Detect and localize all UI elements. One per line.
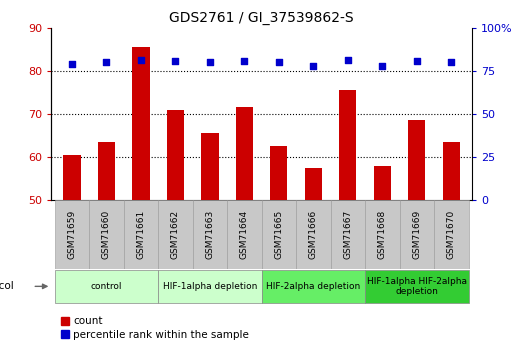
Point	[137, 58, 145, 63]
Text: GSM71662: GSM71662	[171, 210, 180, 259]
Text: GSM71666: GSM71666	[309, 210, 318, 259]
Bar	[270, 146, 287, 200]
Bar	[330, 200, 365, 269]
Bar	[201, 133, 219, 200]
Bar	[167, 109, 184, 200]
Bar	[158, 270, 262, 303]
Text: GSM71668: GSM71668	[378, 210, 387, 259]
Text: HIF-1alpha depletion: HIF-1alpha depletion	[163, 282, 257, 291]
Bar	[373, 166, 391, 200]
Point	[309, 63, 318, 68]
Bar	[365, 270, 468, 303]
Bar	[365, 200, 400, 269]
Text: GSM71663: GSM71663	[205, 210, 214, 259]
Point	[275, 59, 283, 65]
Bar	[132, 47, 150, 200]
Text: GSM71669: GSM71669	[412, 210, 421, 259]
Text: GSM71659: GSM71659	[68, 210, 76, 259]
Text: HIF-2alpha depletion: HIF-2alpha depletion	[266, 282, 361, 291]
Bar	[434, 200, 468, 269]
Text: GSM71661: GSM71661	[136, 210, 146, 259]
Bar	[64, 155, 81, 200]
Title: GDS2761 / GI_37539862-S: GDS2761 / GI_37539862-S	[169, 11, 354, 25]
Bar	[236, 107, 253, 200]
Bar	[193, 200, 227, 269]
Point	[344, 58, 352, 63]
Bar	[158, 200, 193, 269]
Bar	[443, 142, 460, 200]
Text: GSM71665: GSM71665	[274, 210, 283, 259]
Bar	[89, 200, 124, 269]
Bar	[98, 142, 115, 200]
Bar	[55, 200, 89, 269]
Text: control: control	[91, 282, 122, 291]
Legend: count, percentile rank within the sample: count, percentile rank within the sample	[56, 312, 253, 344]
Bar	[227, 200, 262, 269]
Bar	[296, 200, 330, 269]
Point	[103, 59, 111, 65]
Point	[447, 59, 456, 65]
Text: GSM71670: GSM71670	[447, 210, 456, 259]
Point	[171, 58, 180, 64]
Bar	[305, 168, 322, 200]
Bar	[55, 270, 158, 303]
Bar	[262, 200, 296, 269]
Text: GSM71667: GSM71667	[343, 210, 352, 259]
Point	[206, 59, 214, 65]
Point	[240, 58, 248, 64]
Bar	[408, 120, 425, 200]
Point	[378, 63, 386, 68]
Text: GSM71660: GSM71660	[102, 210, 111, 259]
Bar	[400, 200, 434, 269]
Bar	[339, 90, 357, 200]
Point	[412, 58, 421, 64]
Bar	[124, 200, 158, 269]
Bar	[262, 270, 365, 303]
Text: HIF-1alpha HIF-2alpha
depletion: HIF-1alpha HIF-2alpha depletion	[367, 277, 467, 296]
Text: GSM71664: GSM71664	[240, 210, 249, 259]
Point	[68, 61, 76, 67]
Text: protocol: protocol	[0, 282, 13, 291]
